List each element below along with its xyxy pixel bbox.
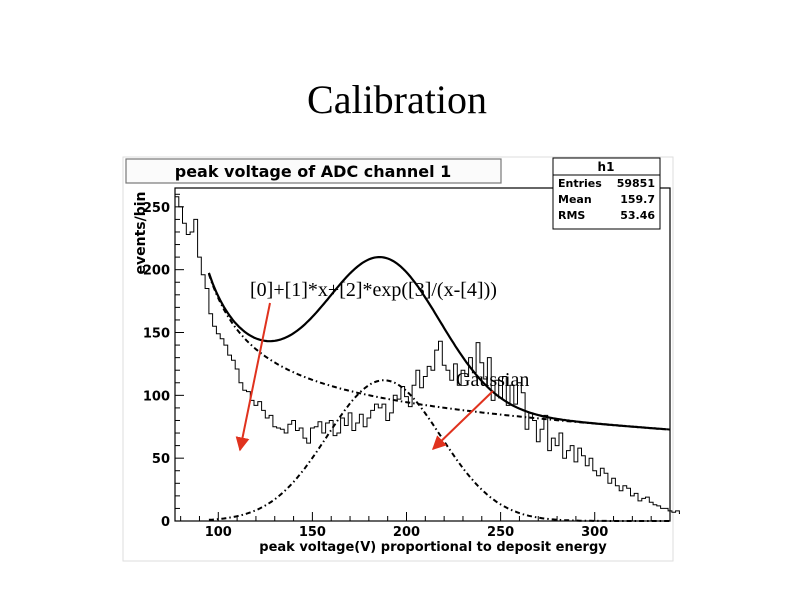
stats-box-name: h1 xyxy=(598,160,615,174)
slide-title: Calibration xyxy=(307,77,487,122)
x-tick-label: 150 xyxy=(299,525,326,540)
y-tick-label: 150 xyxy=(143,327,170,342)
gaussian-annotation: Gaussian xyxy=(456,369,530,391)
fit-formula-annotation: [0]+[1]*x+[2]*exp([3]/(x-[4])) xyxy=(250,279,497,301)
x-tick-label: 100 xyxy=(205,525,232,540)
background-fit-arrow xyxy=(235,302,271,452)
gaussian-fit-arrow xyxy=(431,390,494,450)
histogram-figure: peak voltage of ADC channel 1 events/bin… xyxy=(120,155,794,569)
y-tick-label: 250 xyxy=(143,201,170,216)
x-axis-label: peak voltage(V) proportional to deposit … xyxy=(259,540,607,555)
y-tick-label: 100 xyxy=(143,389,170,404)
y-tick-label: 50 xyxy=(152,452,170,467)
stats-value-mean: 159.7 xyxy=(620,193,655,206)
stats-label-mean: Mean xyxy=(558,193,592,206)
stats-value-rms: 53.46 xyxy=(620,209,655,222)
x-tick-label: 300 xyxy=(581,525,608,540)
y-tick-label: 0 xyxy=(161,515,170,530)
y-tick-label: 200 xyxy=(143,264,170,279)
chart-title: peak voltage of ADC channel 1 xyxy=(175,162,452,181)
x-tick-label: 250 xyxy=(487,525,514,540)
gaussian-fit-curve xyxy=(208,379,670,522)
y-axis-label: events/bin xyxy=(133,191,149,274)
stats-value-entries: 59851 xyxy=(617,177,655,190)
chart-svg: peak voltage of ADC channel 1 events/bin… xyxy=(120,155,794,565)
histogram-steps xyxy=(174,196,794,522)
stats-box: h1 Entries 59851 Mean 159.7 RMS 53.46 xyxy=(552,157,661,230)
chart-title-box xyxy=(125,158,502,184)
stats-label-entries: Entries xyxy=(558,177,602,190)
total-fit-curve xyxy=(207,256,667,431)
x-tick-label: 200 xyxy=(393,525,420,540)
stats-label-rms: RMS xyxy=(558,209,585,222)
